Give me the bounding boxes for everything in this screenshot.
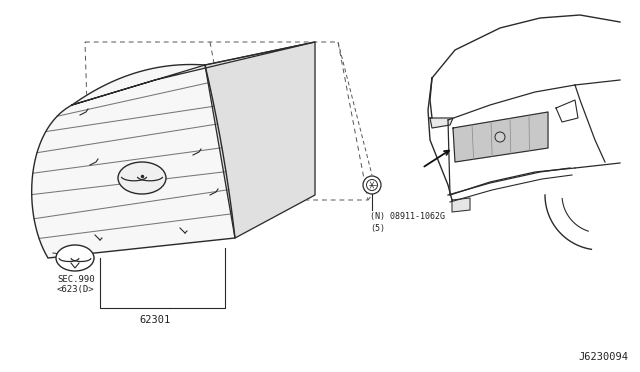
Text: J6230094: J6230094 — [578, 352, 628, 362]
Text: <623(D>: <623(D> — [57, 285, 95, 294]
Circle shape — [367, 180, 378, 190]
Polygon shape — [430, 118, 453, 128]
Circle shape — [363, 176, 381, 194]
Polygon shape — [31, 64, 235, 258]
Polygon shape — [205, 42, 315, 238]
Text: SEC.990: SEC.990 — [57, 275, 95, 284]
Circle shape — [495, 132, 505, 142]
Text: 62301: 62301 — [140, 315, 171, 325]
Ellipse shape — [56, 245, 94, 271]
Polygon shape — [453, 112, 548, 162]
Polygon shape — [72, 42, 315, 105]
Text: (N) 08911-1062G
(5): (N) 08911-1062G (5) — [370, 212, 445, 233]
Polygon shape — [452, 198, 470, 212]
Ellipse shape — [118, 162, 166, 194]
